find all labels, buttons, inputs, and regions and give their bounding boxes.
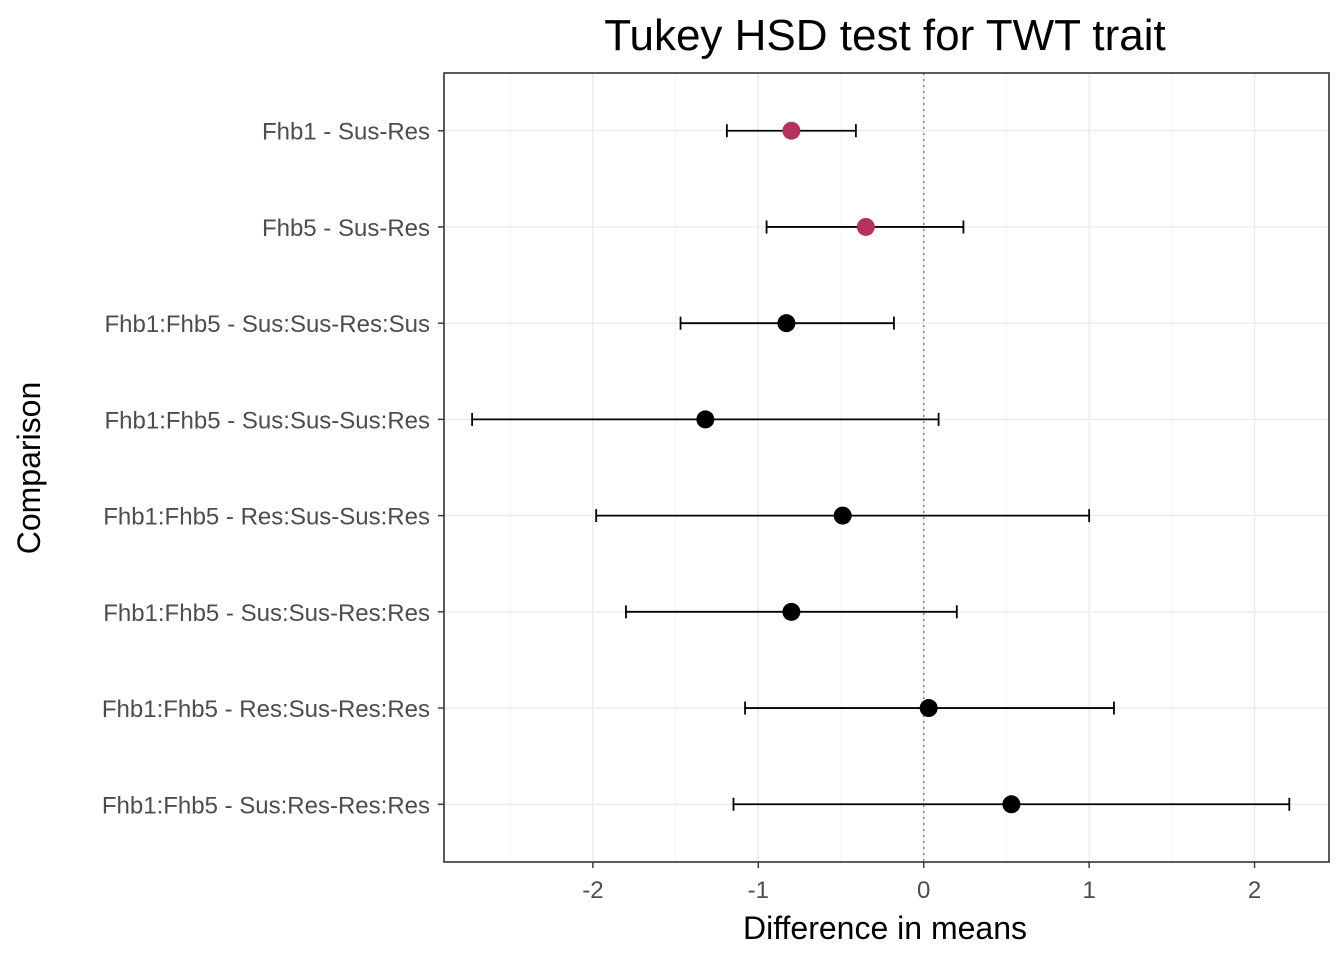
ticks: Fhb1 - Sus-Res Fhb5 - Sus-Res Fhb1:Fhb5 - … bbox=[102, 119, 1261, 904]
x-tick-label: 2 bbox=[1248, 877, 1261, 904]
comparison-row bbox=[765, 217, 965, 236]
y-tick-label: Fhb1:Fhb5 - Sus:Sus-Res:Res bbox=[103, 600, 430, 627]
y-axis-title: Comparison bbox=[11, 382, 47, 555]
estimate-point bbox=[856, 217, 875, 236]
panel-border bbox=[443, 72, 1330, 863]
chart-title: Tukey HSD test for TWT trait bbox=[604, 11, 1166, 60]
y-tick-label: Fhb1:Fhb5 - Sus:Res-Res:Res bbox=[102, 792, 430, 819]
y-tick-label: Fhb5 - Sus-Res bbox=[262, 215, 430, 242]
x-tick-label: -1 bbox=[748, 877, 769, 904]
comparison-row bbox=[679, 314, 895, 333]
estimate-point bbox=[782, 121, 801, 140]
estimate-point bbox=[696, 410, 715, 429]
data-layer bbox=[471, 121, 1291, 814]
estimate-point bbox=[833, 506, 852, 525]
comparison-row bbox=[595, 506, 1091, 525]
y-tick-label: Fhb1 - Sus-Res bbox=[262, 119, 430, 146]
x-tick-label: -2 bbox=[582, 877, 603, 904]
y-tick-label: Fhb1:Fhb5 - Res:Sus-Sus:Res bbox=[103, 504, 430, 531]
x-tick-label: 0 bbox=[917, 877, 930, 904]
estimate-point bbox=[919, 699, 938, 718]
y-tick-label: Fhb1:Fhb5 - Res:Sus-Res:Res bbox=[102, 696, 430, 723]
comparison-row bbox=[725, 121, 857, 140]
y-tick-label: Fhb1:Fhb5 - Sus:Sus-Res:Sus bbox=[105, 311, 430, 338]
y-tick-label: Fhb1:Fhb5 - Sus:Sus-Sus:Res bbox=[105, 407, 430, 434]
estimate-point bbox=[777, 314, 796, 333]
x-tick-label: 1 bbox=[1082, 877, 1095, 904]
estimate-point bbox=[782, 602, 801, 621]
comparison-row bbox=[471, 410, 940, 429]
estimate-point bbox=[1002, 795, 1021, 814]
comparison-row bbox=[732, 795, 1291, 814]
x-axis-title: Difference in means bbox=[743, 910, 1027, 946]
comparison-row bbox=[625, 602, 958, 621]
comparison-row bbox=[744, 699, 1115, 718]
